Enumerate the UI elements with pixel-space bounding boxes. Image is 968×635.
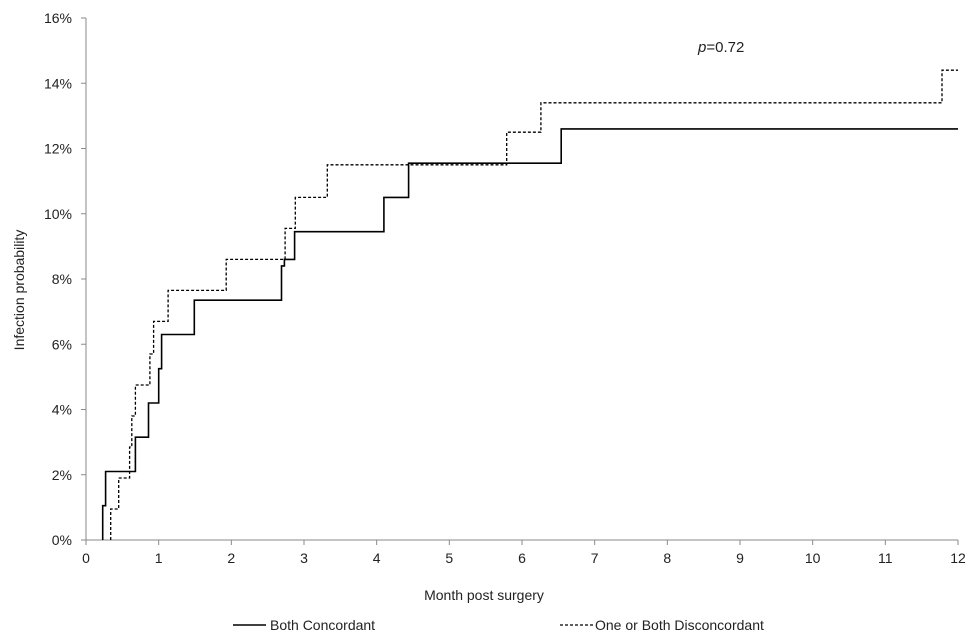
x-tick-label: 4 bbox=[373, 550, 381, 566]
axes: 0 1 2 3 4 5 6 7 8 9 10 11 120%2%4%6%8%10%12%14%16% bbox=[44, 10, 966, 566]
y-tick-label: 8% bbox=[52, 271, 72, 287]
x-tick-label: 6 bbox=[518, 550, 526, 566]
y-tick-label: 6% bbox=[52, 336, 72, 352]
y-tick-label: 0% bbox=[52, 532, 72, 548]
y-tick-label: 12% bbox=[44, 141, 72, 157]
x-tick-label: 0 bbox=[82, 550, 90, 566]
series-line-both-concordant bbox=[101, 128, 958, 540]
legend: Both Concordant One or Both Disconcordan… bbox=[233, 617, 764, 633]
x-tick-label: 7 bbox=[591, 550, 599, 566]
x-tick-label: 10 bbox=[805, 550, 821, 566]
y-tick-label: 10% bbox=[44, 206, 72, 222]
legend-label-one-or-both-disconcordant: One or Both Disconcordant bbox=[595, 617, 764, 633]
legend-label-both-concordant: Both Concordant bbox=[270, 617, 375, 633]
p-symbol: p bbox=[697, 39, 706, 56]
y-axis-title: Infection probability bbox=[11, 230, 27, 351]
x-tick-label: 2 bbox=[227, 550, 235, 566]
x-tick-label: 1 bbox=[155, 550, 163, 566]
x-tick-label: 9 bbox=[736, 550, 744, 566]
x-tick-label: 8 bbox=[663, 550, 671, 566]
y-tick-label: 16% bbox=[44, 10, 72, 26]
x-axis-title: Month post surgery bbox=[424, 587, 544, 603]
y-tick-label: 14% bbox=[44, 75, 72, 91]
x-tick-label: 11 bbox=[878, 550, 893, 566]
p-value-annotation: p=0.72 bbox=[697, 39, 744, 56]
x-tick-label: 5 bbox=[445, 550, 453, 566]
y-tick-label: 2% bbox=[52, 467, 72, 483]
series-layer bbox=[101, 69, 958, 540]
x-tick-label: 12 bbox=[950, 550, 966, 566]
x-tick-label: 3 bbox=[300, 550, 308, 566]
series-line-one-or-both-disconcordant bbox=[110, 69, 958, 540]
y-tick-label: 4% bbox=[52, 402, 72, 418]
p-value-text: =0.72 bbox=[706, 39, 744, 56]
